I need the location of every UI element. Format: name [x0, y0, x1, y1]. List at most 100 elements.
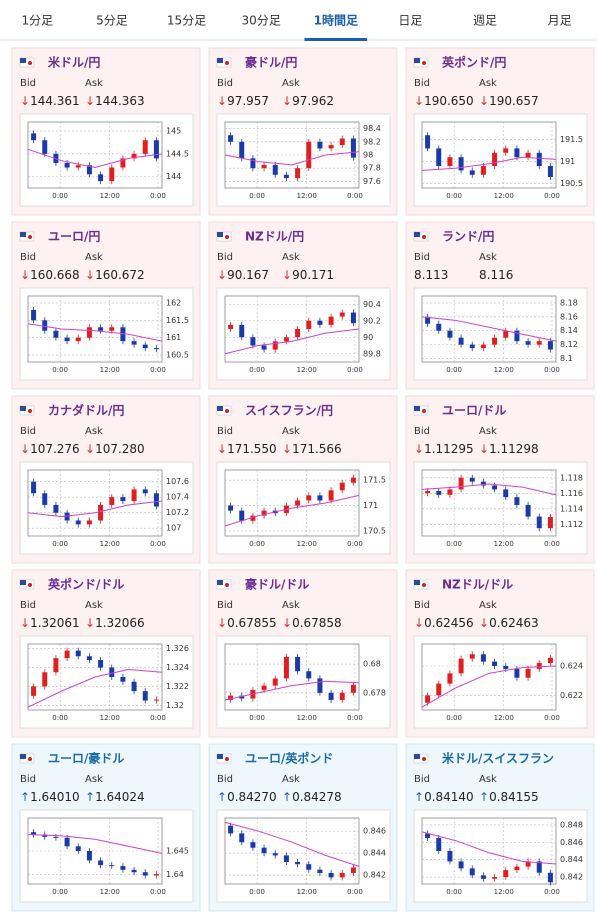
candle: [75, 337, 81, 342]
flag-mark: [414, 580, 420, 585]
x-tick-label: 0:00: [249, 540, 265, 548]
pair-name[interactable]: 英ポンド/ドル: [48, 577, 124, 592]
candle: [283, 337, 289, 342]
bid: 190.650: [424, 94, 474, 108]
candle: [283, 174, 289, 179]
y-tick-label: 98: [363, 151, 373, 160]
candle: [547, 166, 553, 177]
ask-label: Ask: [479, 426, 497, 437]
moving-average: [224, 151, 360, 166]
flag-mark: [28, 409, 32, 413]
arrow: ↓: [217, 94, 227, 108]
tab[interactable]: 月足: [548, 14, 572, 28]
candle: [503, 148, 509, 153]
candle: [228, 324, 234, 329]
y-tick-label: 98.2: [363, 137, 381, 146]
arrow: ↓: [217, 616, 227, 630]
candle: [328, 873, 334, 878]
bid: 8.113: [414, 268, 448, 282]
flag-mark: [225, 235, 229, 239]
pair-name[interactable]: 米ドル/スイスフラン: [442, 751, 554, 766]
moving-average: [27, 668, 163, 708]
candle: [228, 135, 234, 142]
candle: [492, 485, 498, 490]
candle: [339, 138, 345, 146]
y-tick-label: 1.326: [166, 644, 189, 653]
arrow: ↓: [20, 268, 30, 282]
y-tick-label: 107: [166, 524, 181, 533]
plot-frame: [421, 817, 557, 885]
flag-mark: [20, 58, 26, 63]
pair-name[interactable]: ユーロ/豪ドル: [48, 751, 124, 766]
candle: [317, 141, 323, 149]
ask: 97.962: [292, 94, 334, 108]
tab[interactable]: 15分足: [167, 14, 206, 28]
x-tick-label: 0:00: [446, 714, 462, 722]
bid: 1.64010: [30, 790, 80, 804]
chart-box: [413, 461, 588, 555]
candle: [142, 140, 148, 154]
pair-name[interactable]: ユーロ/円: [48, 230, 100, 244]
tab[interactable]: 1分足: [21, 14, 53, 28]
ask: 0.62463: [489, 616, 539, 630]
candle: [86, 165, 92, 175]
tab-underline: [304, 38, 368, 41]
pair-name[interactable]: ランド/円: [442, 230, 494, 244]
bid: 0.62456: [424, 616, 474, 630]
pair-name[interactable]: NZドル/ドル: [442, 578, 513, 592]
y-tick-label: 97.6: [363, 177, 381, 186]
pair-name[interactable]: 豪ドル/ドル: [245, 577, 309, 592]
flag-mark: [28, 235, 32, 239]
y-tick-label: 0.842: [363, 871, 386, 880]
tab[interactable]: 30分足: [242, 14, 281, 28]
arrow: ↓: [414, 442, 424, 456]
ask-value: ↓160.672: [85, 268, 145, 282]
arrow: ↓: [479, 616, 489, 630]
candle: [131, 489, 137, 502]
x-tick-label: 0:00: [347, 192, 363, 200]
tab[interactable]: 5分足: [96, 14, 128, 28]
pair-name[interactable]: ユーロ/ドル: [442, 404, 506, 418]
pair-name[interactable]: 豪ドル/円: [245, 55, 297, 70]
moving-average: [224, 494, 360, 527]
candle: [480, 166, 486, 175]
chart-box: [413, 113, 588, 207]
x-tick-label: 12:00: [100, 366, 120, 374]
flag-mark: [225, 757, 229, 761]
pair-name[interactable]: スイスフラン/円: [245, 404, 333, 418]
candle: [328, 316, 334, 325]
pair-name[interactable]: カナダドル/円: [48, 403, 124, 418]
pair-name[interactable]: ユーロ/英ポンド: [245, 751, 333, 766]
tab[interactable]: 1時間足: [314, 13, 358, 28]
pair-name[interactable]: 英ポンド/円: [442, 55, 506, 70]
candle: [53, 658, 59, 673]
candle: [86, 327, 92, 338]
y-tick-label: 97.8: [363, 164, 381, 173]
candle: [131, 681, 137, 692]
x-tick-label: 0:00: [52, 192, 68, 200]
x-tick-label: 12:00: [297, 888, 317, 896]
candle: [503, 666, 509, 669]
plot-frame: [27, 121, 163, 189]
candle: [425, 490, 431, 494]
candle: [469, 344, 475, 349]
ask-label: Ask: [479, 774, 497, 785]
tab[interactable]: 週足: [473, 14, 497, 28]
candle: [153, 699, 159, 701]
bid-label: Bid: [20, 252, 36, 263]
candle: [109, 497, 115, 505]
tab[interactable]: 日足: [398, 14, 422, 28]
candle: [503, 489, 509, 498]
ask-value: ↓0.67858: [282, 616, 342, 630]
moving-average: [27, 323, 163, 342]
moving-average: [27, 148, 163, 169]
chart-box: [216, 635, 391, 729]
ask: 0.67858: [292, 616, 342, 630]
pair-name[interactable]: NZドル/円: [245, 230, 304, 244]
x-tick-label: 12:00: [494, 366, 514, 374]
chart-box: [413, 635, 588, 729]
bid-label: Bid: [217, 78, 233, 89]
candle: [350, 312, 356, 324]
candle: [536, 663, 542, 669]
pair-name[interactable]: 米ドル/円: [48, 55, 100, 70]
